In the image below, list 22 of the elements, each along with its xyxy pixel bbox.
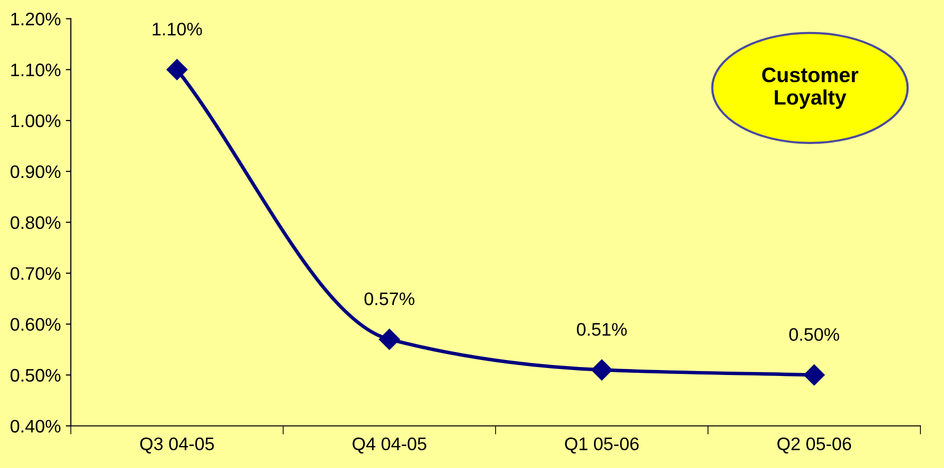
x-tick-label: Q2 05-06 <box>777 437 852 454</box>
data-label: 1.10% <box>152 22 202 36</box>
y-tick-label: 1.20% <box>11 12 60 26</box>
y-tick-label: 1.00% <box>11 114 60 128</box>
data-label: 0.51% <box>576 322 627 336</box>
point <box>378 328 400 350</box>
y-tick-label: 0.90% <box>10 165 60 178</box>
y-tick-label: 0.80% <box>10 216 60 230</box>
point <box>166 59 188 80</box>
x-tick-label: Q1 05-06 <box>565 437 639 454</box>
annotation: Customer Loyalty <box>762 68 858 109</box>
x-tick-label: Q4 04-05 <box>352 437 426 454</box>
y-tick-label: 0.60% <box>10 318 60 331</box>
data-label: 0.57% <box>364 292 414 306</box>
x-tick-label: Q3 04-05 <box>140 437 214 454</box>
y-tick-label: 1.10% <box>11 64 60 76</box>
y-tick-label: 0.40% <box>10 420 60 433</box>
y-tick-label: 0.70% <box>10 267 60 280</box>
y-tick-label: 0.50% <box>10 368 60 382</box>
point <box>591 359 612 380</box>
data-label: 0.50% <box>789 328 840 341</box>
point <box>804 364 825 386</box>
